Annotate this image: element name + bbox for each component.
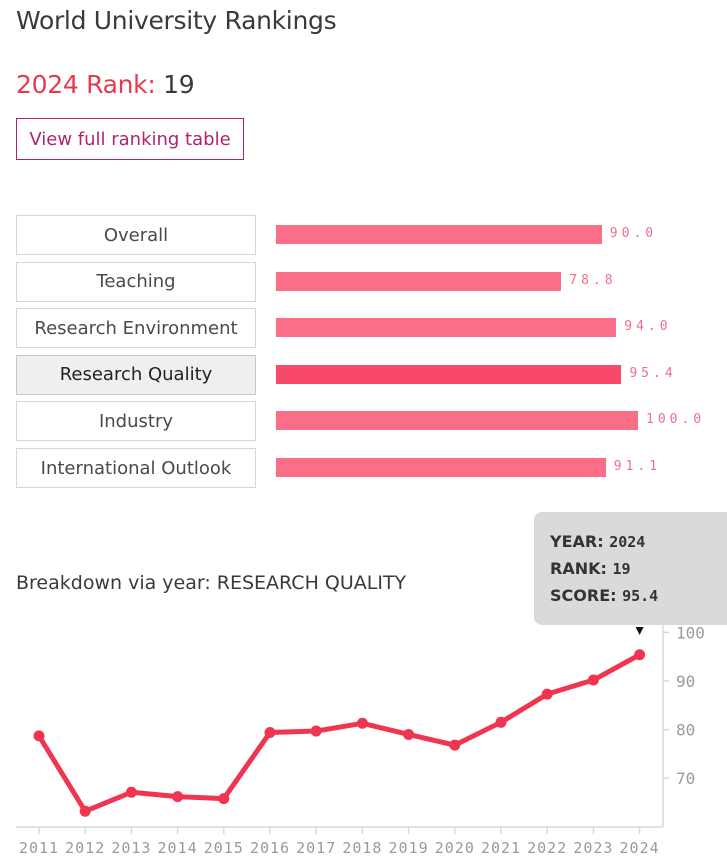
- pillar-value: 90.0: [609, 226, 658, 241]
- pillar-value: 94.0: [624, 319, 672, 335]
- x-tick-label: 2013: [111, 839, 151, 857]
- tooltip-score-label: SCORE:: [550, 586, 617, 605]
- data-point: [449, 739, 461, 751]
- tooltip-score-row: SCORE: 95.4: [550, 582, 727, 609]
- data-point: [218, 793, 230, 805]
- data-point: [264, 727, 276, 739]
- data-point: [403, 728, 415, 740]
- page-title: World University Rankings: [16, 6, 337, 35]
- x-tick-label: 2014: [158, 839, 198, 857]
- x-tick-label: 2012: [65, 839, 105, 857]
- pillar-bar: [276, 225, 602, 244]
- tooltip-year-label: YEAR:: [550, 532, 604, 551]
- rank-display: 2024 Rank: 19: [16, 70, 195, 99]
- breakdown-heading: Breakdown via year: RESEARCH QUALITY: [16, 572, 407, 594]
- pillar-bar: [276, 364, 622, 384]
- data-point: [356, 717, 368, 729]
- series-line: [36, 652, 643, 814]
- pillar-bar: [276, 318, 617, 338]
- pillar-tab-teaching[interactable]: Teaching: [16, 261, 256, 302]
- tooltip-year-value: 2024: [609, 533, 646, 551]
- data-point: [310, 725, 322, 737]
- pillar-tab-international-outlook[interactable]: International Outlook: [16, 448, 256, 488]
- x-tick-label: 2022: [527, 839, 567, 857]
- data-point: [125, 786, 137, 798]
- chart-tooltip: YEAR: 2024 RANK: 19 SCORE: 95.4: [534, 512, 727, 625]
- pillar-bar: [276, 271, 562, 291]
- view-full-ranking-button[interactable]: View full ranking table: [16, 118, 244, 160]
- x-tick-label: 2017: [296, 839, 336, 857]
- data-point: [172, 791, 184, 803]
- x-tick-label: 2015: [204, 839, 244, 857]
- pillar-tab-industry[interactable]: Industry: [16, 401, 256, 442]
- x-tick-label: 2023: [573, 839, 613, 857]
- rank-label: 2024 Rank:: [16, 70, 156, 99]
- pillar-bar: [276, 458, 606, 477]
- tooltip-rank-row: RANK: 19: [550, 555, 727, 582]
- rank-value: 19: [163, 70, 195, 99]
- pillar-value: 95.4: [629, 365, 677, 381]
- data-point: [33, 730, 45, 742]
- data-point: [541, 688, 553, 700]
- tooltip-rank-value: 19: [612, 560, 631, 578]
- tooltip-rank-label: RANK:: [550, 559, 607, 578]
- x-tick-label: 2016: [250, 839, 290, 857]
- pillar-tab-overall[interactable]: Overall: [16, 215, 256, 255]
- x-tick-label: 2024: [620, 839, 660, 857]
- pillar-value: 100.0: [646, 412, 706, 428]
- y-tick-label: 80: [676, 721, 695, 740]
- x-tick-label: 2018: [342, 839, 382, 857]
- data-point: [495, 716, 507, 728]
- data-point: [634, 649, 646, 661]
- x-tick-label: 2020: [435, 839, 475, 857]
- pillar-value: 91.1: [613, 459, 662, 474]
- data-point: [587, 674, 599, 686]
- data-point: [79, 805, 91, 817]
- pillar-bar: [276, 411, 638, 431]
- pillar-tab-research-environment[interactable]: Research Environment: [16, 308, 256, 349]
- pillar-value: 78.8: [569, 272, 617, 288]
- x-tick-label: 2011: [19, 839, 59, 857]
- pillar-tab-research-quality[interactable]: Research Quality: [16, 354, 256, 395]
- x-tick-label: 2019: [389, 839, 429, 857]
- y-tick-label: 90: [676, 672, 695, 691]
- y-tick-label: 70: [676, 769, 695, 788]
- highlight-pointer-icon: [635, 627, 644, 635]
- tooltip-year-row: YEAR: 2024: [550, 528, 727, 555]
- x-tick-label: 2021: [481, 839, 521, 857]
- y-tick-label: 100: [676, 623, 705, 642]
- tooltip-score-value: 95.4: [622, 587, 659, 605]
